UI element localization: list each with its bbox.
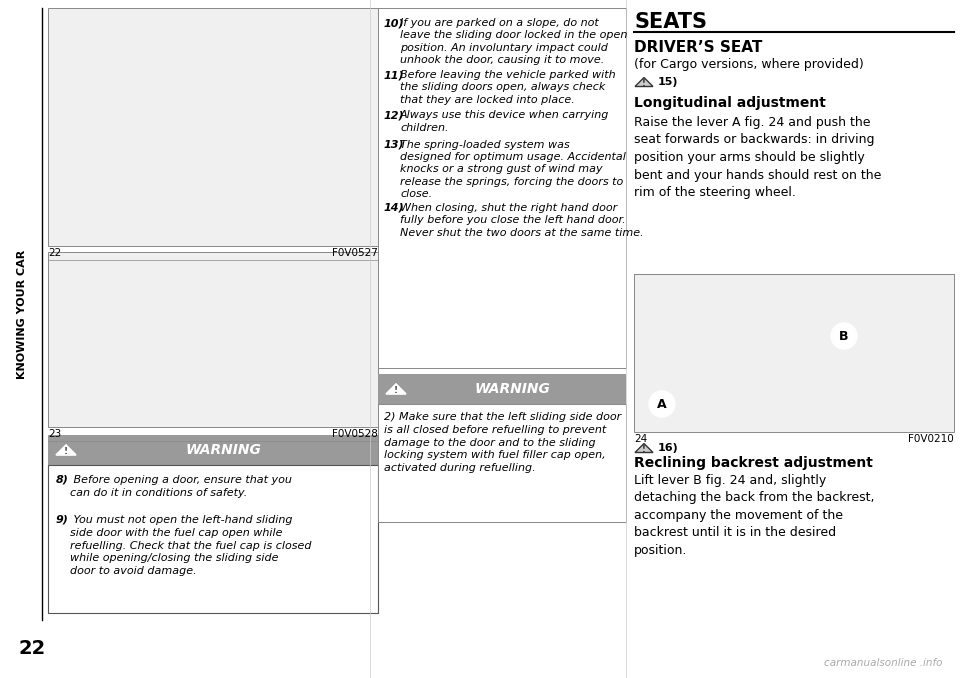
Text: Before opening a door, ensure that you
can do it in conditions of safety.: Before opening a door, ensure that you c…	[70, 475, 292, 498]
Text: If you are parked on a slope, do not
leave the sliding door locked in the open
p: If you are parked on a slope, do not lea…	[400, 18, 628, 65]
Text: WARNING: WARNING	[185, 443, 261, 457]
Text: B: B	[839, 330, 849, 342]
Circle shape	[649, 391, 675, 417]
Circle shape	[831, 323, 857, 349]
Text: 11): 11)	[384, 70, 404, 80]
FancyBboxPatch shape	[378, 404, 626, 522]
Text: F0V0210: F0V0210	[908, 434, 954, 444]
FancyBboxPatch shape	[634, 274, 954, 432]
Text: 22: 22	[18, 639, 45, 658]
Text: 9): 9)	[56, 515, 69, 525]
Text: 24: 24	[634, 434, 647, 444]
Text: 23: 23	[48, 429, 61, 439]
FancyBboxPatch shape	[378, 374, 626, 404]
Text: Longitudinal adjustment: Longitudinal adjustment	[634, 96, 826, 110]
Polygon shape	[56, 445, 76, 455]
Text: (for Cargo versions, where provided): (for Cargo versions, where provided)	[634, 58, 864, 71]
Text: A: A	[658, 397, 667, 410]
Text: WARNING: WARNING	[474, 382, 550, 396]
Text: 13): 13)	[384, 140, 404, 150]
Text: Before leaving the vehicle parked with
the sliding doors open, always check
that: Before leaving the vehicle parked with t…	[400, 70, 615, 105]
Text: KNOWING YOUR CAR: KNOWING YOUR CAR	[17, 250, 27, 378]
Text: !: !	[394, 386, 398, 395]
FancyBboxPatch shape	[378, 8, 626, 368]
Text: 2) Make sure that the left sliding side door
is all closed before refuelling to : 2) Make sure that the left sliding side …	[384, 412, 621, 473]
Text: The spring-loaded system was
designed for optimum usage. Accidental
knocks or a : The spring-loaded system was designed fo…	[400, 140, 626, 199]
FancyBboxPatch shape	[48, 435, 378, 465]
Text: F0V0528: F0V0528	[332, 429, 378, 439]
Text: !: !	[64, 447, 68, 456]
Text: 16): 16)	[658, 443, 679, 453]
Text: Reclining backrest adjustment: Reclining backrest adjustment	[634, 456, 873, 470]
Text: 12): 12)	[384, 111, 404, 121]
Text: !: !	[642, 445, 646, 454]
Text: Always use this device when carrying
children.: Always use this device when carrying chi…	[400, 111, 610, 133]
Text: !: !	[642, 79, 646, 88]
Polygon shape	[386, 384, 406, 394]
FancyBboxPatch shape	[48, 8, 378, 246]
FancyBboxPatch shape	[48, 252, 378, 427]
Polygon shape	[635, 443, 653, 452]
Text: 14): 14)	[384, 203, 404, 213]
Text: F0V0527: F0V0527	[332, 248, 378, 258]
Text: SEATS: SEATS	[634, 12, 707, 32]
FancyBboxPatch shape	[48, 465, 378, 613]
Text: 8): 8)	[56, 475, 69, 485]
Text: DRIVER’S SEAT: DRIVER’S SEAT	[634, 40, 762, 55]
Polygon shape	[635, 77, 653, 87]
Text: 22: 22	[48, 248, 61, 258]
Text: carmanualsonline .info: carmanualsonline .info	[824, 658, 942, 668]
Text: You must not open the left-hand sliding
side door with the fuel cap open while
r: You must not open the left-hand sliding …	[70, 515, 311, 576]
Text: When closing, shut the right hand door
fully before you close the left hand door: When closing, shut the right hand door f…	[400, 203, 643, 238]
Text: 15): 15)	[658, 77, 679, 87]
Text: Lift lever B fig. 24 and, slightly
detaching the back from the backrest,
accompa: Lift lever B fig. 24 and, slightly detac…	[634, 474, 875, 557]
Text: 10): 10)	[384, 18, 404, 28]
Text: Raise the lever A fig. 24 and push the
seat forwards or backwards: in driving
po: Raise the lever A fig. 24 and push the s…	[634, 116, 881, 199]
